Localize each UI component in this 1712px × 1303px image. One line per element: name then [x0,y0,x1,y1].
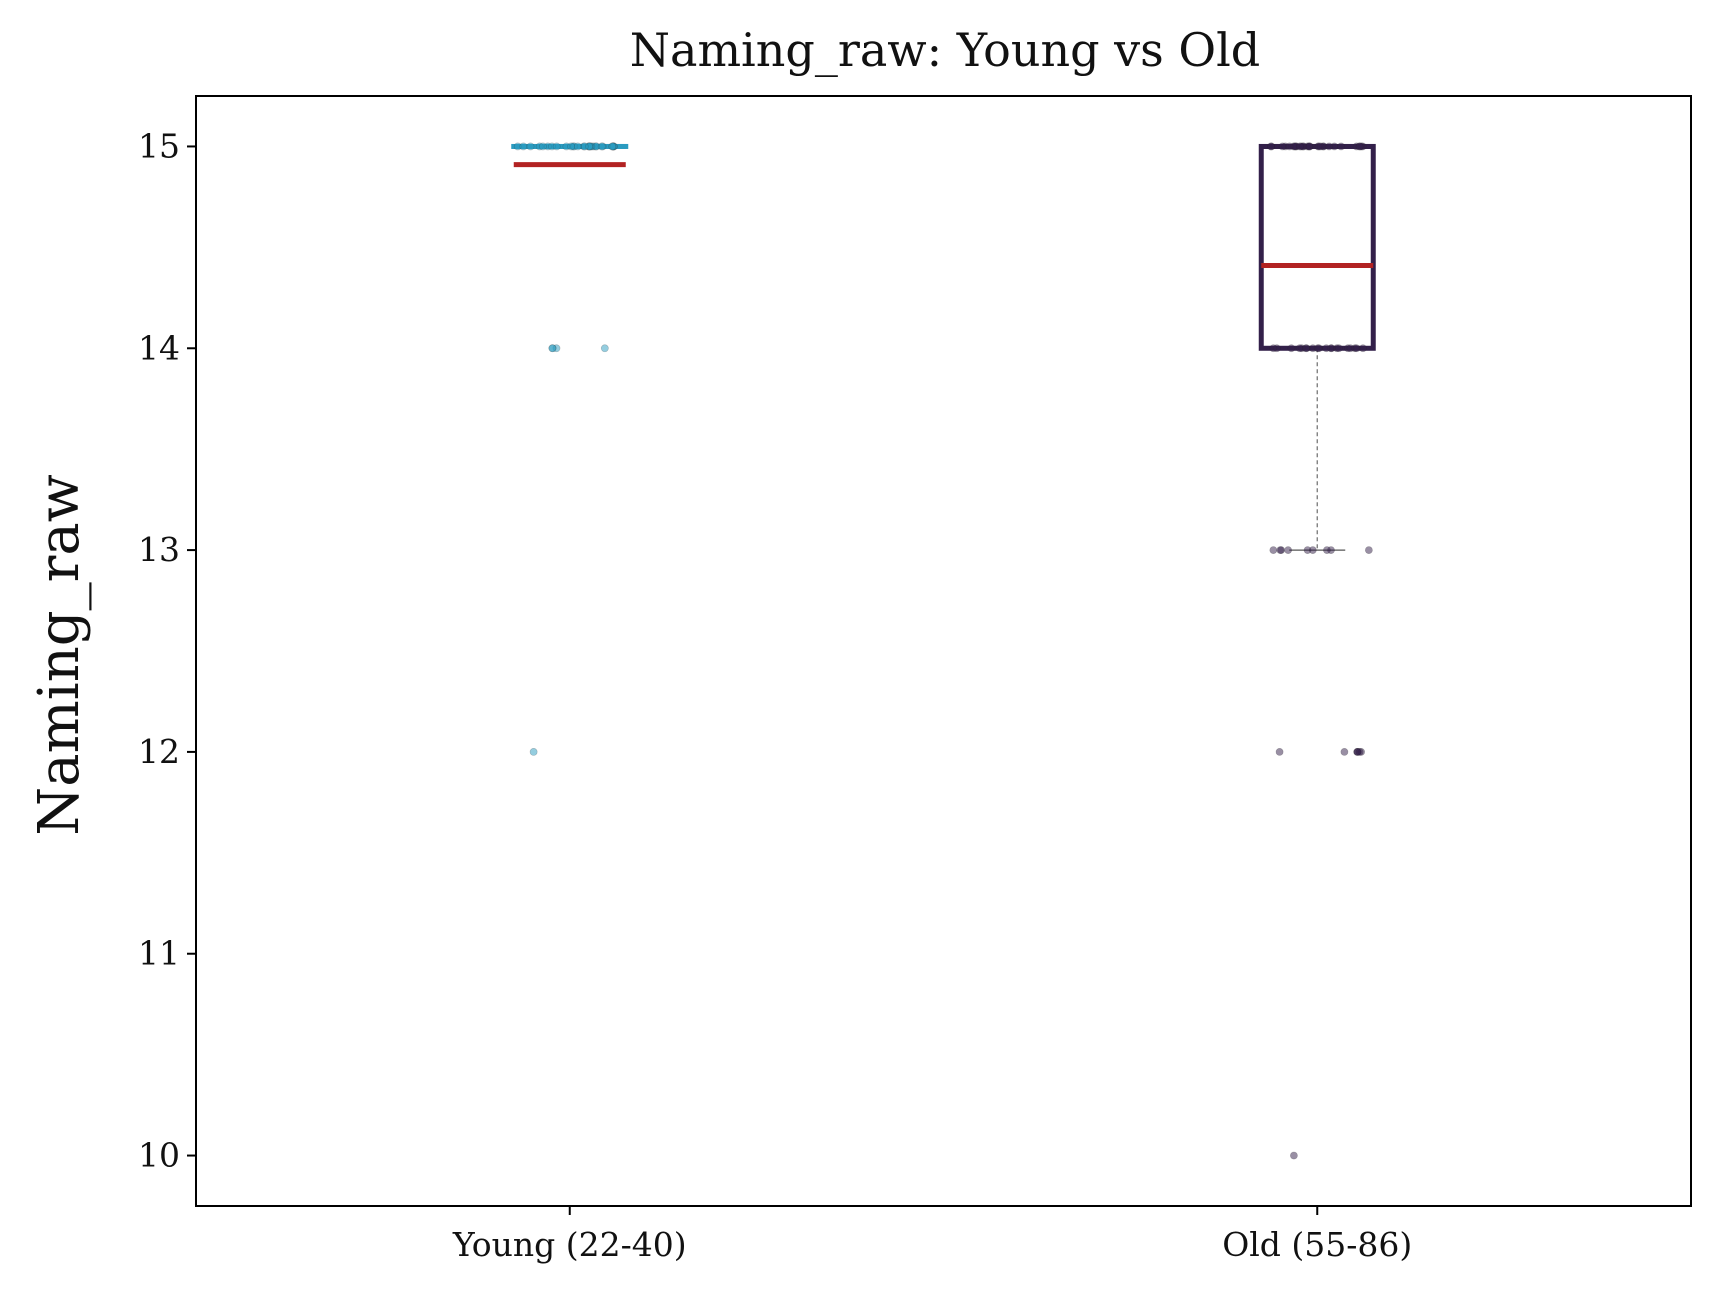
data-point-1-14 [1267,142,1275,151]
data-point-0-14 [552,142,561,151]
data-point-1-66 [1289,1151,1298,1160]
data-point-1-49 [1269,344,1278,353]
data-point-1-53 [1364,546,1373,554]
data-point-0-27 [573,142,582,151]
data-point-0-29 [608,142,617,151]
data-point-1-35 [1313,344,1322,353]
box-group-0 [511,142,629,756]
data-point-1-44 [1302,344,1310,353]
data-point-0-22 [526,142,535,151]
data-point-0-17 [519,142,528,151]
x-tick-label-1: Old (55-86) [1222,1225,1412,1264]
data-point-0-34 [529,748,538,756]
y-tick-label-14: 14 [138,328,180,367]
y-tick-label-11: 11 [138,934,180,973]
y-axis-label: Naming_raw [27,474,92,835]
data-point-1-54 [1284,546,1293,554]
data-point-0-26 [580,142,589,151]
data-point-1-64 [1355,748,1364,756]
data-point-1-20 [1278,142,1287,151]
data-point-1-26 [1316,142,1325,151]
data-point-1-37 [1359,344,1367,353]
y-tick-label-10: 10 [138,1136,180,1175]
data-point-0-23 [567,142,576,151]
data-point-1-59 [1275,748,1284,756]
data-point-1-56 [1276,546,1285,554]
y-tick-label-12: 12 [138,732,180,771]
y-tick-label-13: 13 [138,530,180,569]
data-point-1-41 [1322,344,1331,353]
data-point-1-40 [1287,344,1296,353]
data-point-0-32 [600,344,609,353]
data-point-0-21 [597,142,606,151]
axes: 10 11 12 13 14 15 Young (22-40) Old (55-86) [138,126,1412,1264]
data-point-1-65 [1340,748,1349,756]
chart-title: Naming_raw: Young vs Old [630,23,1260,77]
data-point-1-57 [1308,546,1317,554]
data-point-1-27 [1325,142,1334,151]
data-point-1-39 [1335,344,1343,353]
data-point-1-29 [1355,142,1364,151]
x-tick-label-0: Young (22-40) [452,1225,687,1264]
box-1 [1258,143,1376,351]
data-point-0-33 [548,344,557,353]
data-point-1-52 [1269,546,1278,554]
plot-area [511,142,1376,1160]
y-tick-label-15: 15 [138,126,180,165]
data-point-1-24 [1305,142,1314,151]
data-point-1-25 [1295,142,1304,151]
data-point-1-28 [1285,142,1294,151]
data-point-1-58 [1323,546,1331,554]
data-point-1-5 [1337,142,1345,151]
plot-frame [195,95,1692,1207]
data-point-1-48 [1346,344,1355,353]
data-point-0-13 [539,142,547,151]
box-group-1 [1258,142,1376,1160]
